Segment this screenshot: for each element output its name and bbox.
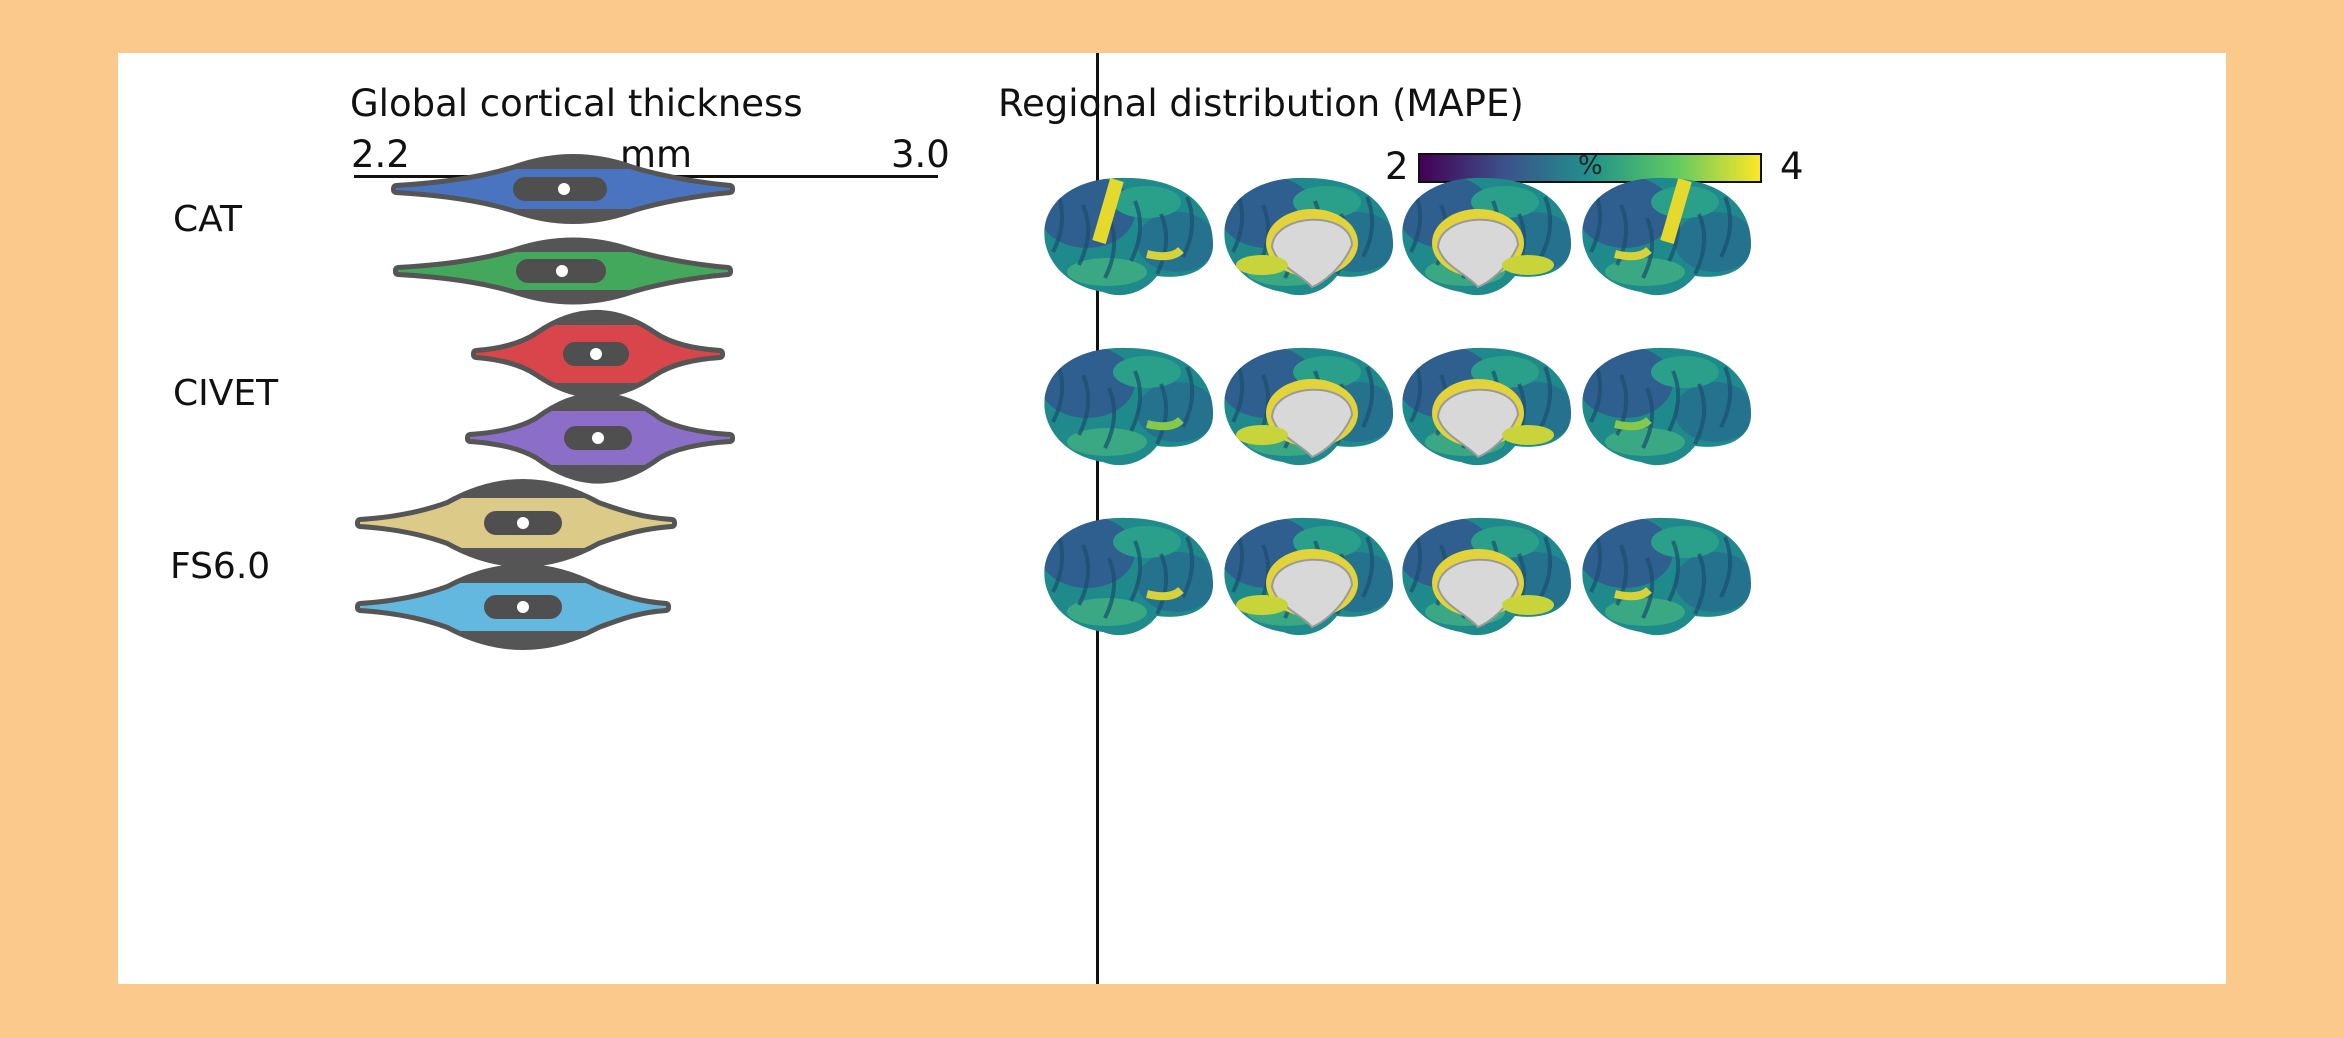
brain-map-r2-c4 xyxy=(1582,347,1751,466)
group-label-cat: CAT xyxy=(173,199,242,240)
brain-map-r2-c2 xyxy=(1224,347,1393,466)
colorbar-max-label: 4 xyxy=(1780,145,1804,188)
colorbar xyxy=(1418,153,1762,183)
brain-map-r1-c3 xyxy=(1402,177,1571,296)
figure-panel: Global cortical thickness 2.2 mm 3.0 CAT… xyxy=(118,53,2226,984)
axis-max-label: 3.0 xyxy=(891,133,950,176)
colorbar-unit-label: % xyxy=(1578,151,1603,181)
brain-map-r1-c1 xyxy=(1044,177,1213,296)
brain-map-r1-c4 xyxy=(1582,177,1751,296)
brain-map-grid xyxy=(1044,177,1751,636)
group-label-civet: CIVET xyxy=(173,373,279,414)
violin-plot xyxy=(355,154,735,650)
brain-map-r3-c2 xyxy=(1224,517,1393,636)
brain-map-r2-c3 xyxy=(1402,347,1571,466)
group-label-fs60: FS6.0 xyxy=(170,546,271,587)
brain-map-r1-c2 xyxy=(1224,177,1393,296)
colorbar-min-label: 2 xyxy=(1385,145,1409,188)
panel-divider xyxy=(1096,53,1099,984)
brain-map-r3-c4 xyxy=(1582,517,1751,636)
right-panel-title: Regional distribution (MAPE) xyxy=(998,82,1524,125)
axis-min-label: 2.2 xyxy=(351,133,410,176)
brain-map-r3-c3 xyxy=(1402,517,1571,636)
left-panel-title: Global cortical thickness xyxy=(350,82,803,125)
brain-map-r2-c1 xyxy=(1044,347,1213,466)
brain-map-r3-c1 xyxy=(1044,517,1213,636)
